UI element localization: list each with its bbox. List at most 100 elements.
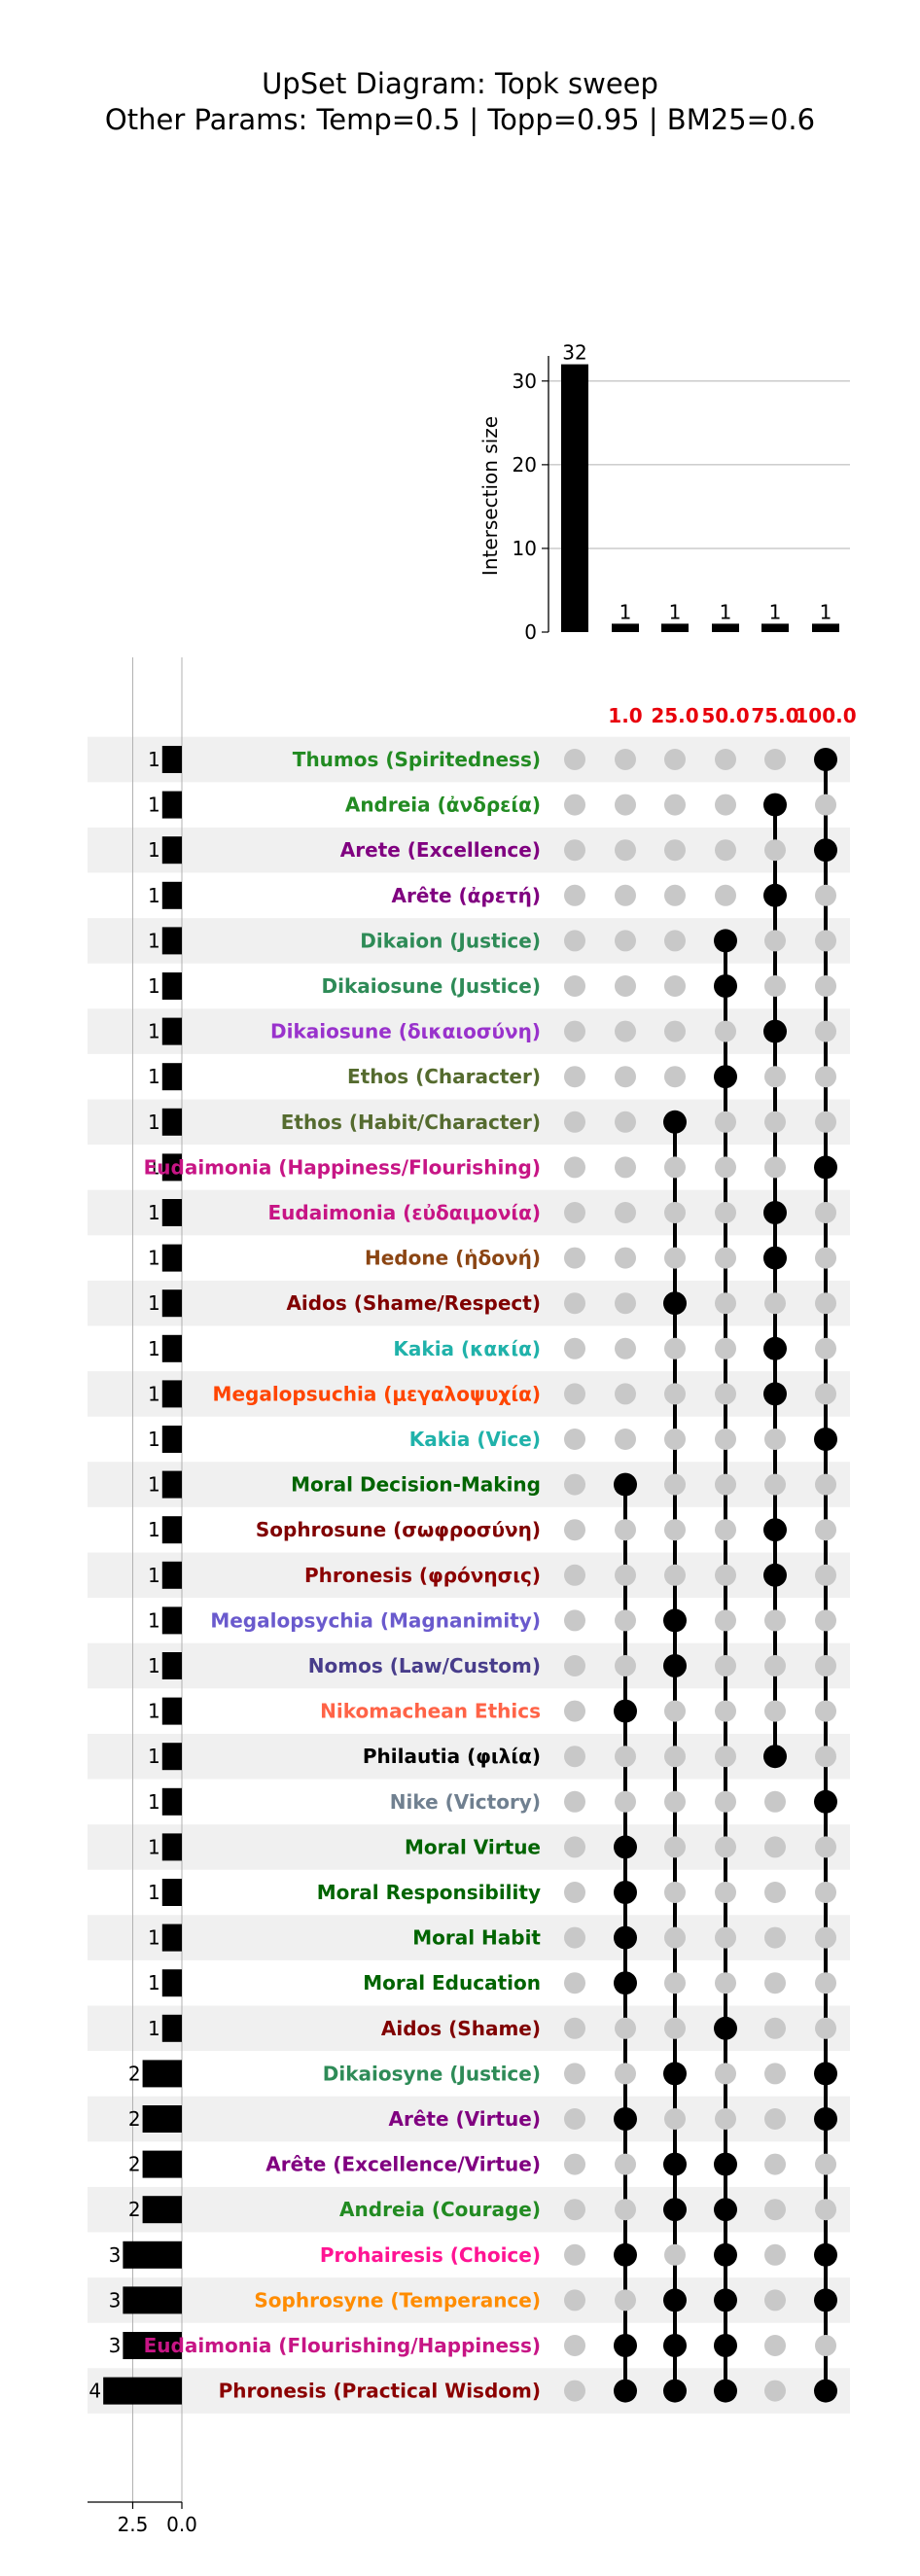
matrix-dot-inactive <box>615 1111 636 1133</box>
intersection-bar-value: 1 <box>820 600 832 623</box>
matrix-dot-inactive <box>715 1337 736 1359</box>
set-label: Aidos (Shame) <box>381 2017 541 2040</box>
matrix-dot-inactive <box>664 1429 686 1450</box>
matrix-dot-inactive <box>615 1020 636 1042</box>
set-size-value: 1 <box>148 974 160 998</box>
set-label: Arete (Excellence) <box>340 838 541 862</box>
matrix-dot-inactive <box>564 839 585 862</box>
set-size-value: 2 <box>128 2107 141 2131</box>
matrix-dot-inactive <box>715 1926 736 1949</box>
set-size-value: 2 <box>128 2062 141 2085</box>
intersection-tick-label: 10 <box>513 537 537 560</box>
matrix-dot-inactive <box>615 1383 636 1405</box>
set-size-bar <box>161 1063 182 1091</box>
matrix-dot-active <box>614 1881 637 1904</box>
matrix-dot-inactive <box>615 2063 636 2085</box>
matrix-dot-inactive <box>715 1383 736 1405</box>
matrix-dot-inactive <box>764 1655 786 1676</box>
set-label: Thumos (Spiritedness) <box>293 748 541 771</box>
matrix-dot-inactive <box>764 2153 786 2175</box>
matrix-dot-inactive <box>615 1746 636 1768</box>
membership-matrix <box>564 748 837 2403</box>
set-size-value: 3 <box>109 2334 122 2357</box>
matrix-dot-active <box>614 1699 637 1723</box>
intersection-tick-label: 20 <box>513 453 537 476</box>
matrix-dot-active <box>763 883 787 907</box>
set-label: Andreia (ἀνδρεία) <box>345 794 541 817</box>
set-size-bar <box>161 1244 182 1272</box>
matrix-dot-inactive <box>564 1790 585 1813</box>
intersection-bar <box>661 623 689 632</box>
matrix-dot-active <box>814 838 837 863</box>
intersection-column-label: 1.0 <box>608 704 642 727</box>
intersection-column-label: 75.0 <box>751 704 798 727</box>
matrix-dot-inactive <box>564 1655 585 1676</box>
matrix-dot-active <box>614 2379 637 2403</box>
matrix-dot-active <box>714 974 737 998</box>
matrix-dot-inactive <box>564 884 585 906</box>
set-label: Hedone (ἡδονή) <box>365 1247 541 1270</box>
matrix-dot-inactive <box>815 1247 836 1269</box>
set-label: Phronesis (φρόνησις) <box>304 1564 541 1587</box>
matrix-dot-inactive <box>715 1746 736 1768</box>
set-size-value: 2 <box>128 2153 141 2176</box>
matrix-dot-inactive <box>764 1836 786 1858</box>
matrix-dot-inactive <box>615 2289 636 2311</box>
matrix-dot-inactive <box>715 1790 736 1813</box>
matrix-dot-inactive <box>664 794 686 816</box>
matrix-dot-inactive <box>664 839 686 862</box>
matrix-dot-inactive <box>615 1429 636 1450</box>
set-label: Moral Virtue <box>405 1835 541 1858</box>
set-label: Nomos (Law/Custom) <box>308 1654 541 1677</box>
matrix-dot-inactive <box>615 975 636 997</box>
chart-title: UpSet Diagram: Topk sweep Other Params: … <box>0 66 920 138</box>
matrix-dot-inactive <box>664 1882 686 1903</box>
matrix-dot-inactive <box>715 1972 736 1994</box>
set-label: Arête (ἀρετή) <box>392 884 541 907</box>
matrix-dot-inactive <box>715 749 736 770</box>
matrix-dot-inactive <box>564 1746 585 1768</box>
matrix-dot-inactive <box>815 1564 836 1586</box>
set-size-value: 1 <box>148 1700 160 1723</box>
matrix-dot-active <box>814 2288 837 2312</box>
matrix-dot-inactive <box>764 2108 786 2130</box>
set-size-bar <box>142 2150 182 2178</box>
set-label: Moral Decision-Making <box>291 1473 541 1497</box>
matrix-dot-active <box>663 2152 687 2176</box>
set-label: Eudaimonia (εὐδαιμονία) <box>267 1201 541 1224</box>
matrix-dot-inactive <box>764 1926 786 1949</box>
set-size-value: 1 <box>148 1201 160 1224</box>
matrix-dot-active <box>663 1291 687 1316</box>
set-size-value: 1 <box>148 1065 160 1088</box>
set-size-bar <box>123 2332 182 2359</box>
matrix-dot-inactive <box>664 1473 686 1496</box>
matrix-dot-inactive <box>615 2153 636 2175</box>
matrix-dot-inactive <box>564 1519 585 1541</box>
set-size-bar <box>161 1743 182 1771</box>
matrix-dot-inactive <box>664 1383 686 1405</box>
set-label: Andreia (Courage) <box>339 2198 541 2221</box>
set-size-bar <box>161 1516 182 1544</box>
set-label: Kakia (Vice) <box>409 1428 541 1451</box>
set-size-tick-label: 2.5 <box>118 2513 149 2536</box>
intersection-bar <box>612 623 639 632</box>
matrix-dot-inactive <box>715 1609 736 1632</box>
set-size-value: 1 <box>148 1926 160 1950</box>
set-size-bar <box>123 2241 182 2269</box>
matrix-dot-inactive <box>815 1609 836 1632</box>
set-size-value: 1 <box>148 1518 160 1541</box>
matrix-dot-active <box>714 2198 737 2222</box>
matrix-dot-inactive <box>715 1202 736 1223</box>
matrix-dot-inactive <box>815 1655 836 1676</box>
set-label: Eudaimonia (Flourishing/Happiness) <box>144 2334 541 2357</box>
matrix-dot-inactive <box>815 1882 836 1903</box>
set-label: Aidos (Shame/Respect) <box>286 1291 541 1315</box>
matrix-dot-inactive <box>815 930 836 952</box>
set-label: Moral Education <box>363 1971 541 1994</box>
matrix-dot-inactive <box>664 1020 686 1042</box>
intersection-tick-label: 30 <box>513 370 537 393</box>
set-size-bar <box>161 1879 182 1906</box>
matrix-dot-inactive <box>715 1836 736 1858</box>
matrix-dot-inactive <box>564 794 585 816</box>
